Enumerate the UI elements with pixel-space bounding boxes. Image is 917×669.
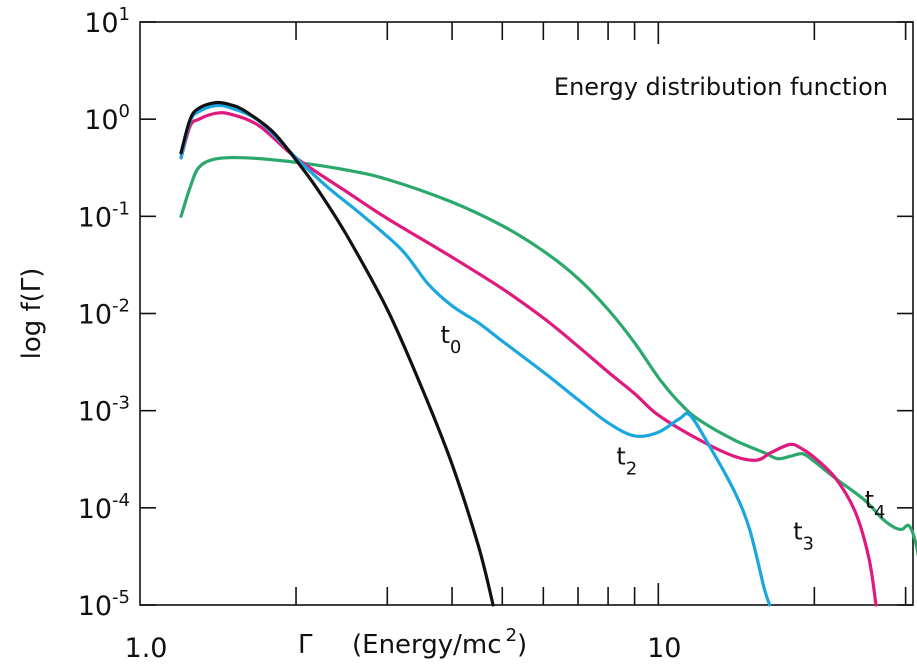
y-tick-label: 101 <box>84 4 130 39</box>
series-label-t0: t0 <box>441 321 462 358</box>
y-axis-label: log f(Γ) <box>17 268 47 360</box>
series-label-t4: t4 <box>865 486 886 523</box>
y-tick-label: 100 <box>84 101 130 136</box>
series-label-t2: t2 <box>616 442 637 479</box>
series-line-t2 <box>179 103 772 607</box>
x-tick-label: 1.0 <box>125 633 168 664</box>
series-layer <box>179 100 917 607</box>
chart-annotation: Energy distribution function <box>554 73 888 101</box>
y-tick-label: 10-4 <box>78 490 130 525</box>
series-label-t3: t3 <box>793 518 814 555</box>
y-tick-label: 10-2 <box>78 296 130 331</box>
axes <box>139 21 914 606</box>
series-line-t3 <box>179 111 878 607</box>
x-axis-label: (Energy/mc 2) <box>352 625 527 660</box>
y-tick-label: 10-3 <box>78 393 130 428</box>
series-line-t0 <box>179 100 495 607</box>
y-tick-label: 10-1 <box>78 198 130 233</box>
x-axis-symbol: Γ <box>298 630 313 660</box>
y-tick-label: 10-5 <box>78 587 130 622</box>
x-tick-label: 10 <box>647 633 681 664</box>
labels-layer: 101 100 10-1 10-2 10-3 10-4 10-5 1.0 10 Γ (Energy/… <box>17 4 888 664</box>
